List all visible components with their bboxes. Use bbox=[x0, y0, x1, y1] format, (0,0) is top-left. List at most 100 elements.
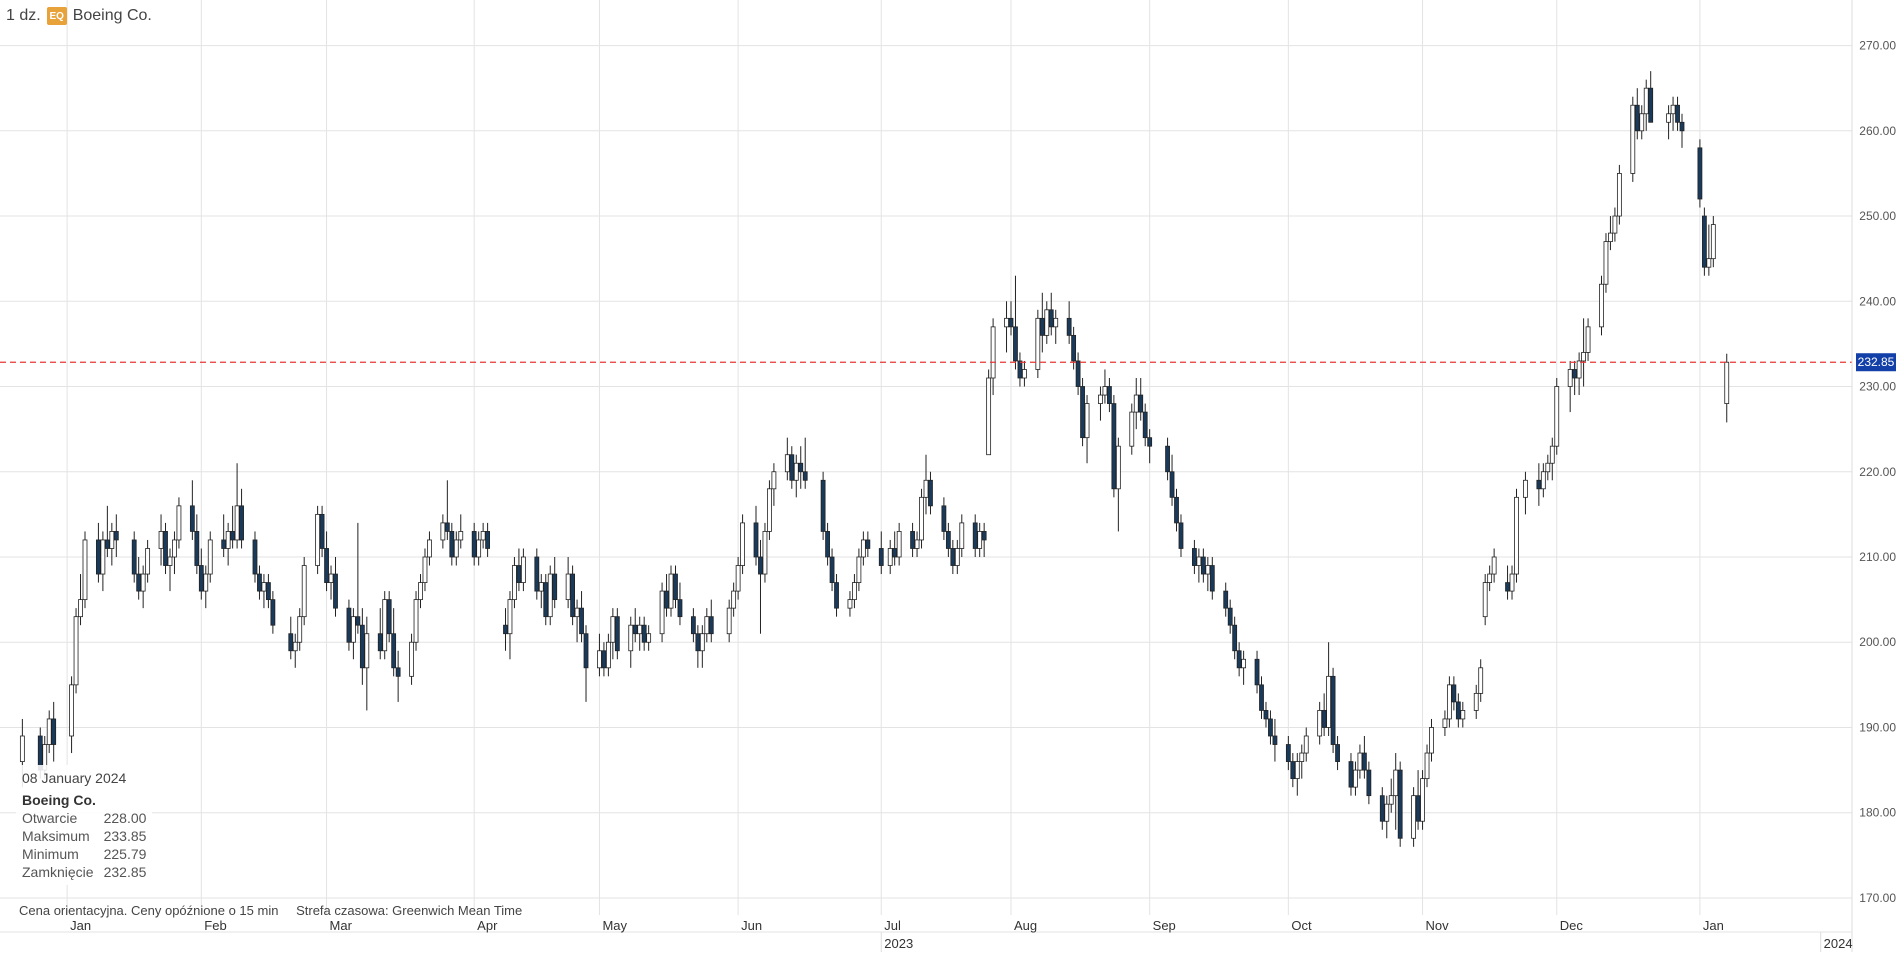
candle bbox=[547, 565, 553, 626]
candle bbox=[758, 539, 763, 634]
candle-body-up bbox=[203, 573, 209, 592]
candle-body-up bbox=[172, 539, 177, 558]
candle bbox=[1581, 318, 1586, 387]
candle-body-up bbox=[100, 539, 106, 575]
candle bbox=[230, 505, 236, 549]
candle bbox=[1080, 378, 1085, 447]
candle bbox=[1567, 360, 1573, 413]
candle-body-down bbox=[1008, 317, 1014, 328]
candle-body-up bbox=[292, 641, 298, 652]
candle-body-down bbox=[1451, 684, 1457, 703]
candle bbox=[46, 710, 52, 754]
low-label: Minimum bbox=[22, 846, 79, 862]
candle bbox=[189, 480, 195, 540]
candle bbox=[440, 514, 446, 549]
candle-body-up bbox=[860, 539, 866, 558]
candle-body-down bbox=[820, 479, 826, 532]
candle-body-down bbox=[266, 582, 271, 601]
candle bbox=[512, 557, 517, 609]
month-label: May bbox=[602, 918, 627, 933]
candle bbox=[333, 557, 338, 617]
candle-body-up bbox=[659, 590, 665, 635]
candle-body-down bbox=[1075, 360, 1081, 387]
candle-body-up bbox=[1460, 710, 1466, 720]
candle bbox=[1169, 454, 1175, 506]
candle bbox=[771, 463, 777, 506]
candle bbox=[574, 599, 580, 643]
candle bbox=[1478, 659, 1484, 702]
candle-body-up bbox=[547, 573, 553, 618]
candle bbox=[1424, 744, 1430, 788]
candle-body-up bbox=[704, 616, 710, 635]
candle bbox=[315, 505, 321, 575]
candle-body-down bbox=[1017, 360, 1023, 379]
candle-body-down bbox=[758, 556, 763, 575]
candle bbox=[1290, 753, 1296, 788]
y-tick-label: 190.00 bbox=[1859, 720, 1896, 734]
candle-body-up bbox=[1326, 675, 1332, 728]
candle-body-down bbox=[51, 718, 57, 745]
candle bbox=[1285, 736, 1291, 771]
month-label: Oct bbox=[1291, 918, 1312, 933]
candle-body-up bbox=[1084, 403, 1090, 439]
candle bbox=[1585, 318, 1591, 361]
candle-body-up bbox=[1670, 104, 1676, 115]
y-tick-label: 210.00 bbox=[1859, 550, 1896, 564]
candle-body-up bbox=[610, 616, 616, 643]
candle bbox=[140, 565, 146, 609]
candle bbox=[1335, 736, 1340, 771]
candle-body-down bbox=[163, 531, 168, 566]
candle bbox=[1039, 292, 1045, 353]
candle-body-down bbox=[878, 548, 884, 566]
interval-selector[interactable]: 1 dz. bbox=[6, 7, 41, 24]
candle-body-down bbox=[825, 531, 830, 558]
vertical-gridlines bbox=[66, 0, 1701, 915]
candle-body-down bbox=[1142, 411, 1148, 439]
candle-body-up bbox=[507, 599, 513, 635]
candle-body-up bbox=[69, 684, 74, 737]
candle-body-up bbox=[1666, 113, 1671, 123]
candle bbox=[346, 599, 352, 651]
candle bbox=[565, 557, 571, 609]
candle bbox=[297, 608, 303, 651]
candle-body-down bbox=[981, 531, 987, 541]
candle-body-up bbox=[440, 522, 446, 541]
candle bbox=[1017, 352, 1023, 387]
candle-body-down bbox=[798, 462, 804, 473]
candle bbox=[1107, 378, 1112, 413]
month-label: Jun bbox=[741, 918, 762, 933]
candle bbox=[1616, 164, 1622, 225]
candle-body-down bbox=[1648, 87, 1654, 123]
candle bbox=[1460, 701, 1466, 728]
month-label: Sep bbox=[1153, 918, 1176, 933]
tooltip-date: 08 January 2024 bbox=[22, 770, 127, 786]
candle bbox=[1223, 582, 1229, 617]
candle bbox=[1138, 378, 1144, 421]
candle bbox=[896, 522, 902, 566]
horizontal-gridlines bbox=[0, 45, 1852, 899]
candle bbox=[610, 608, 616, 660]
candle bbox=[203, 565, 209, 609]
candle bbox=[1317, 701, 1323, 745]
candle bbox=[793, 454, 799, 498]
candle-body-up bbox=[852, 582, 857, 601]
candle bbox=[288, 616, 294, 660]
month-label: Nov bbox=[1426, 918, 1450, 933]
candle-body-down bbox=[583, 633, 589, 669]
candle bbox=[735, 557, 741, 600]
candle-body-up bbox=[328, 573, 334, 583]
candle bbox=[292, 633, 298, 668]
candle-body-down bbox=[1111, 403, 1117, 490]
candle bbox=[163, 522, 168, 575]
candle bbox=[194, 514, 200, 575]
month-label: Apr bbox=[477, 918, 498, 933]
candle bbox=[167, 548, 173, 592]
candle-body-up bbox=[1616, 173, 1622, 217]
candle-body-up bbox=[1630, 104, 1636, 174]
candle bbox=[1411, 787, 1417, 847]
candle-body-up bbox=[1196, 556, 1202, 566]
candle bbox=[1487, 565, 1493, 592]
candle-body-down bbox=[690, 616, 696, 635]
candle bbox=[1603, 233, 1609, 293]
